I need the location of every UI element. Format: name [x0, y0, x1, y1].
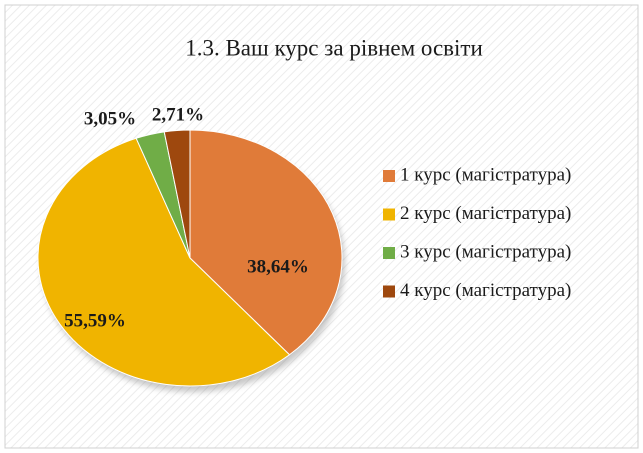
legend-label: 4 курс (магістратура)	[400, 280, 571, 301]
legend-label: 2 курс (магістратура)	[400, 203, 571, 224]
pie-slice	[189, 129, 343, 356]
legend-swatch	[383, 170, 395, 182]
data-label: 2,71%	[152, 104, 204, 125]
legend-swatch	[383, 247, 395, 259]
pie-slice	[163, 129, 191, 259]
data-label: 55,59%	[64, 310, 126, 331]
legend-label: 1 курс (магістратура)	[400, 164, 571, 185]
data-label: 38,64%	[247, 256, 309, 277]
data-label: 3,05%	[84, 108, 136, 129]
pie-slice	[37, 137, 291, 387]
legend-swatch	[383, 285, 395, 298]
legend-swatch	[383, 208, 395, 221]
legend-label: 3 курс (магістратура)	[400, 241, 571, 262]
chart-title: 1.3. Ваш курс за рівнем освіти	[185, 35, 483, 60]
